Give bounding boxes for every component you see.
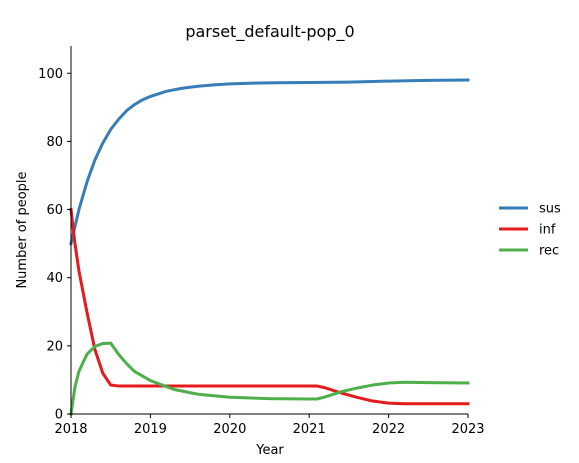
x-tick-label: 2018	[54, 422, 87, 437]
series-line-rec	[69, 341, 470, 416]
axes	[70, 46, 468, 415]
x-ticks: 2018 2019 2020 2021 2022 2023	[54, 414, 485, 437]
y-tick-label: 20	[46, 339, 63, 354]
chart-title: parset_default-pop_0	[185, 22, 354, 42]
legend-label-rec: rec	[539, 244, 559, 259]
series-line-inf	[69, 207, 470, 406]
x-axis-label: Year	[255, 443, 284, 458]
series-layer	[69, 78, 470, 416]
x-tick-label: 2022	[372, 422, 405, 437]
x-tick-label: 2021	[293, 422, 326, 437]
y-tick-label: 80	[46, 135, 63, 150]
x-tick-label: 2020	[213, 422, 246, 437]
legend-label-sus: sus	[539, 202, 561, 217]
y-tick-label: 40	[46, 271, 63, 286]
legend: sus inf rec	[499, 202, 561, 259]
y-tick-label: 60	[46, 203, 63, 218]
y-ticks: 0 20 40 60 80 100	[38, 67, 71, 423]
legend-label-inf: inf	[539, 223, 556, 238]
x-tick-label: 2019	[134, 422, 167, 437]
x-tick-label: 2023	[451, 422, 484, 437]
y-axis-label: Number of people	[15, 171, 30, 288]
y-tick-label: 0	[55, 408, 63, 423]
series-line-sus	[69, 78, 470, 246]
y-tick-label: 100	[38, 67, 63, 82]
